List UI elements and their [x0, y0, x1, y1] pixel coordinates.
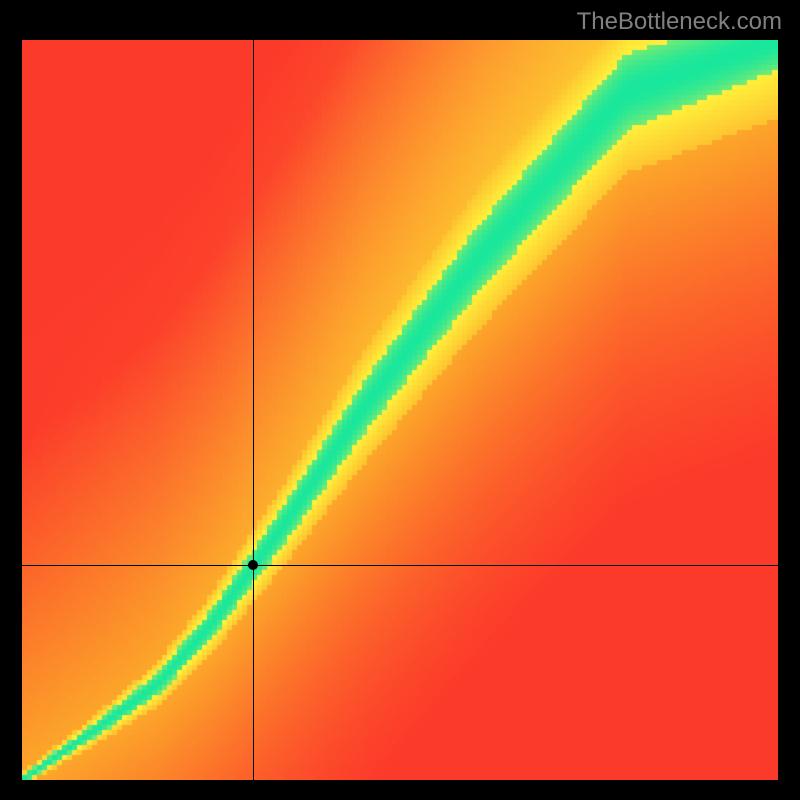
heatmap-canvas: [22, 40, 778, 780]
bottleneck-heatmap: [22, 40, 778, 780]
selection-marker: [248, 560, 258, 570]
watermark-text: TheBottleneck.com: [577, 8, 782, 36]
crosshair-vertical: [253, 40, 254, 780]
chart-container: TheBottleneck.com: [0, 0, 800, 800]
crosshair-horizontal: [22, 565, 778, 566]
